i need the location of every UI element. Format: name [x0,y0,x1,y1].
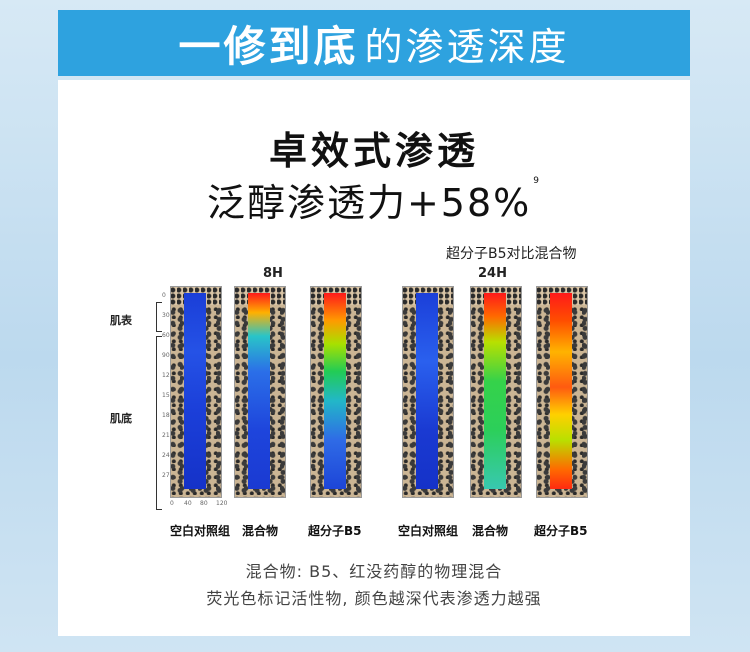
time-label-8h: 8H [263,266,283,281]
surface-bracket [156,302,162,332]
caption-8h-mixture: 混合物 [242,524,279,538]
y-tick: 180 [162,412,174,419]
y-tick: 120 [162,372,174,379]
base-bracket [156,336,162,510]
fluorescence-strip [324,293,346,489]
fluorescence-strip [550,293,572,489]
x-tick: 80 [200,500,208,507]
footnote-legend: 荧光色标记活性物, 颜色越深代表渗透力越强 [206,589,542,608]
content-card: 卓效式渗透 泛醇渗透力+58% 9 超分子B5对比混合物 8H 24H 肌表 肌底… [58,80,690,636]
comparison-label: 超分子B5对比混合物 [446,246,577,262]
banner-bold-text: 一修到底 [178,21,359,71]
x-tick: 120 [216,500,228,507]
headline: 卓效式渗透 [268,129,479,173]
fluorescence-strip [416,293,438,489]
time-label-24h: 24H [478,266,507,281]
sample-8h-control [170,286,222,498]
fluorescence-strip [248,293,270,489]
subheadline-text: 泛醇渗透力+58% [206,181,532,225]
footnote-marker: 9 [533,176,542,186]
fluorescence-strip [484,293,506,489]
y-tick: 60 [162,332,170,339]
subheadline: 泛醇渗透力+58% 9 [58,172,690,227]
x-tick: 40 [184,500,192,507]
footnote-mixture: 混合物: B5、红没药醇的物理混合 [245,562,503,581]
banner-light-text: 的渗透深度 [364,24,570,69]
y-tick: 0 [162,292,166,299]
sample-24h-mixture [470,286,522,498]
y-tick: 240 [162,452,174,459]
title-banner: 一修到底 的渗透深度 [58,10,690,76]
x-tick: 0 [170,500,174,507]
sample-8h-mixture [234,286,286,498]
y-tick: 210 [162,432,174,439]
caption-8h-supramolecular: 超分子B5 [308,524,362,538]
label-skin-base: 肌底 [110,412,132,425]
sample-8h-supramolecular [310,286,362,498]
caption-24h-supramolecular: 超分子B5 [534,524,588,538]
sample-24h-control [402,286,454,498]
y-tick: 30 [162,312,170,319]
y-tick: 270 [162,472,174,479]
caption-24h-mixture: 混合物 [472,524,509,538]
sample-24h-supramolecular [536,286,588,498]
y-tick: 150 [162,392,174,399]
caption-8h-control: 空白对照组 [170,524,231,538]
caption-24h-control: 空白对照组 [398,524,459,538]
label-skin-surface: 肌表 [110,314,132,327]
y-tick: 90 [162,352,170,359]
fluorescence-strip [184,293,206,489]
